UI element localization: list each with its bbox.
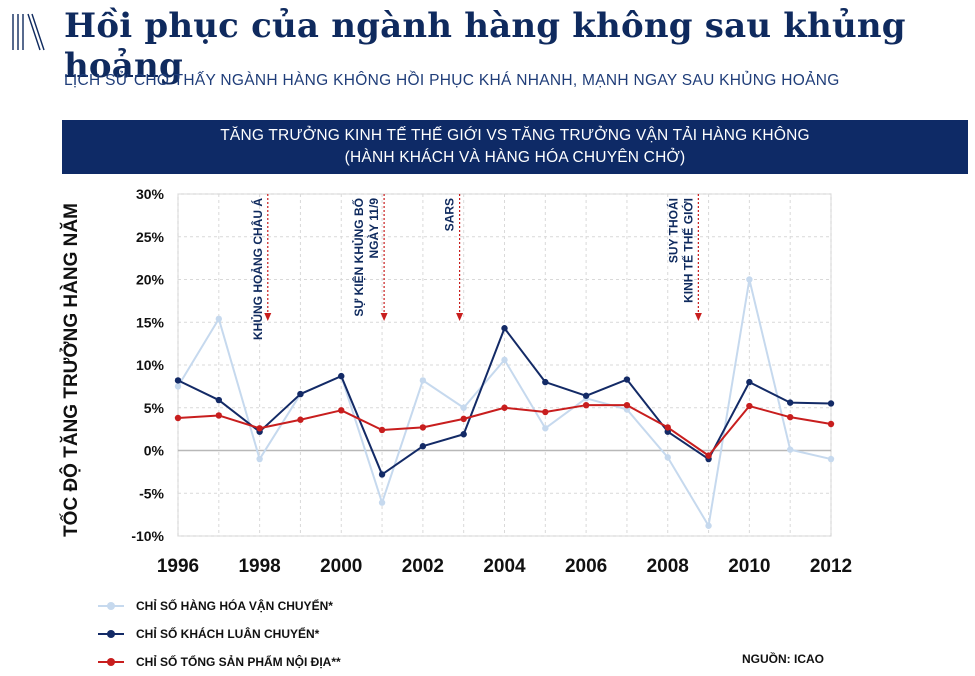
y-tick-label: 15%	[136, 314, 165, 330]
series-3-point	[174, 414, 182, 422]
legend-label: CHỈ SỐ HÀNG HÓA VẬN CHUYỂN*	[136, 599, 333, 613]
series-3-point	[215, 412, 223, 419]
legend-swatch	[98, 658, 124, 666]
y-tick-label: 20%	[136, 272, 165, 288]
legend-label: CHỈ SỐ KHÁCH LUÂN CHUYỂN*	[136, 627, 320, 641]
x-tick-label: 1996	[157, 556, 199, 577]
series-1-point	[705, 522, 712, 529]
series-1-point	[827, 455, 835, 463]
series-2-point	[623, 376, 631, 383]
series-3-point	[542, 408, 549, 416]
page-subtitle: LỊCH SỬ CHO THẤY NGÀNH HÀNG KHÔNG HỒI PH…	[64, 72, 840, 89]
annotation-label: SỰ KIỆN KHỦNG BỐ	[351, 198, 366, 317]
series-2-point	[746, 378, 753, 386]
annotation-arrow-head	[456, 313, 464, 321]
series-1-point	[542, 425, 549, 432]
series-1-point	[664, 454, 671, 461]
annotation-label: KINH TẾ THẾ GIỚI	[680, 198, 695, 303]
legend-item: CHỈ SỐ TỔNG SẢN PHẨM NỘI ĐỊA**	[98, 648, 341, 676]
series-3-point	[664, 424, 671, 431]
series-1-point	[419, 377, 427, 384]
series-2-point	[378, 471, 386, 478]
series-3-point	[746, 402, 753, 410]
x-tick-label: 1998	[238, 556, 280, 577]
legend-marker	[107, 658, 115, 666]
series-1-point	[215, 315, 223, 323]
series-1-point	[746, 276, 753, 283]
page-title: Hồi phục của ngành hàng không sau khủng …	[64, 6, 906, 86]
y-tick-label: 5%	[144, 400, 165, 416]
series-3-point	[705, 452, 712, 459]
chart-title-line-2: (HÀNH KHÁCH VÀ HÀNG HÓA CHUYÊN CHỞ)	[344, 149, 686, 166]
legend-marker	[107, 602, 115, 610]
legend-swatch	[98, 630, 124, 638]
series-2-point	[419, 443, 427, 450]
legend-swatch	[98, 602, 124, 610]
legend-item: CHỈ SỐ KHÁCH LUÂN CHUYỂN*	[98, 620, 341, 648]
x-tick-label: 2002	[402, 556, 444, 577]
legend-label: CHỈ SỐ TỔNG SẢN PHẨM NỘI ĐỊA**	[136, 655, 341, 669]
series-2-point	[542, 378, 549, 386]
annotation-arrow-head	[380, 313, 388, 321]
x-tick-label: 2006	[565, 556, 607, 577]
chart-legend: CHỈ SỐ HÀNG HÓA VẬN CHUYỂN* CHỈ SỐ KHÁCH …	[98, 592, 341, 676]
source-note: NGUỒN: ICAO	[742, 652, 824, 666]
series-2-point	[297, 390, 304, 398]
series-3-point	[501, 404, 508, 411]
series-2-point	[501, 325, 508, 332]
annotation-arrow-head	[264, 313, 272, 321]
series-1-point	[501, 356, 508, 364]
series-3-point	[256, 425, 263, 432]
chart-title-banner: TĂNG TRƯỞNG KINH TẾ THẾ GIỚI VS TĂNG TRƯ…	[62, 120, 968, 174]
series-2-point	[215, 396, 223, 404]
y-tick-label: -5%	[139, 485, 164, 501]
x-tick-label: 2004	[483, 556, 526, 577]
y-tick-label: 0%	[144, 443, 165, 459]
series-3-point	[419, 424, 427, 431]
series-2-point	[827, 400, 835, 407]
series-1-point	[786, 446, 794, 453]
series-3-point	[460, 415, 467, 423]
y-tick-label: 25%	[136, 229, 165, 245]
legend-marker	[107, 630, 115, 638]
series-3-point	[297, 416, 304, 423]
series-1-point	[256, 455, 263, 463]
y-tick-label: 10%	[136, 357, 165, 373]
series-2-point	[582, 392, 590, 399]
series-2-point	[786, 399, 794, 406]
annotation-label: NGÀY 11/9	[366, 198, 381, 259]
annotation-label: SUY THOÁI	[665, 198, 680, 263]
x-tick-label: 2010	[728, 556, 770, 577]
x-tick-label: 2000	[320, 556, 362, 577]
series-3-point	[623, 401, 631, 409]
series-1-point	[174, 383, 182, 390]
chart-title-line-1: TĂNG TRƯỞNG KINH TẾ THẾ GIỚI VS TĂNG TRƯ…	[220, 127, 810, 144]
vertical-lines-logo-icon	[12, 13, 45, 51]
x-tick-label: 2008	[647, 556, 689, 577]
series-1-point	[460, 404, 467, 411]
annotation-label: KHỦNG HOẢNG CHÂU Á	[250, 198, 265, 340]
series-2-point	[174, 377, 182, 384]
y-tick-label: 30%	[136, 186, 165, 202]
y-tick-label: -10%	[131, 528, 164, 544]
series-1-point	[378, 499, 386, 506]
series-3-point	[827, 420, 835, 428]
series-2-point	[338, 372, 345, 380]
series-3-point	[582, 401, 590, 409]
series-3-point	[786, 413, 794, 421]
legend-item: CHỈ SỐ HÀNG HÓA VẬN CHUYỂN*	[98, 592, 341, 620]
series-2-point	[460, 431, 467, 438]
series-3-point	[378, 426, 386, 434]
series-3-point	[338, 407, 345, 414]
annotation-arrow-head	[694, 313, 702, 321]
annotation-label: SARS	[443, 198, 457, 231]
x-tick-label: 2012	[810, 556, 852, 577]
